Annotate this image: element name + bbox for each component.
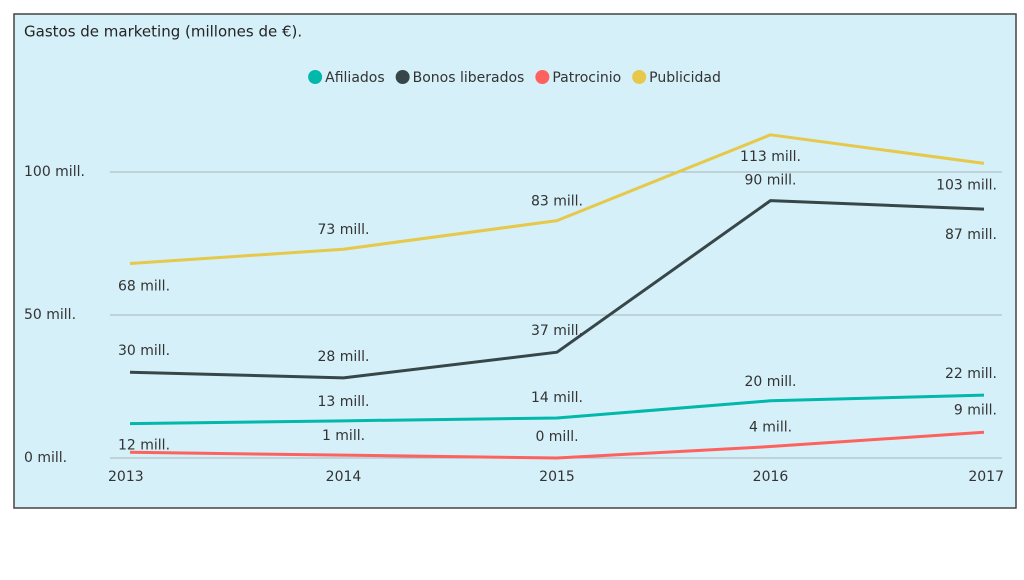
legend-label: Publicidad bbox=[649, 70, 721, 86]
data-label: 37 mill. bbox=[531, 323, 583, 339]
y-tick-label: 100 mill. bbox=[24, 164, 85, 180]
x-tick-label: 2017 bbox=[968, 469, 1004, 485]
data-label: 113 mill. bbox=[740, 149, 801, 165]
legend-label: Bonos liberados bbox=[413, 70, 525, 86]
legend-marker bbox=[308, 70, 323, 84]
data-label: 83 mill. bbox=[531, 194, 583, 210]
x-tick-label: 2015 bbox=[539, 469, 575, 485]
legend-item: Publicidad bbox=[632, 70, 721, 86]
legend-marker bbox=[395, 70, 410, 84]
legend-item: Bonos liberados bbox=[395, 70, 525, 86]
line bbox=[129, 199, 985, 380]
data-label: 1 mill. bbox=[322, 428, 365, 444]
legend-label: Patrocinio bbox=[552, 70, 621, 86]
data-label: 28 mill. bbox=[317, 349, 369, 365]
legend-item: Patrocinio bbox=[535, 70, 621, 86]
data-label: 30 mill. bbox=[118, 343, 170, 359]
y-tick-label: 0 mill. bbox=[24, 450, 67, 466]
data-label: 22 mill. bbox=[945, 366, 997, 382]
chart-title: Gastos de marketing (millones de €). bbox=[24, 23, 302, 41]
y-tick-label: 50 mill. bbox=[24, 307, 76, 323]
data-label: 9 mill. bbox=[954, 402, 997, 418]
data-label: 14 mill. bbox=[531, 390, 583, 406]
data-label: 4 mill. bbox=[749, 420, 792, 436]
legend-label: Afiliados bbox=[325, 70, 385, 86]
data-label: 87 mill. bbox=[945, 227, 997, 243]
line bbox=[129, 133, 985, 266]
data-label: 90 mill. bbox=[744, 173, 796, 189]
line bbox=[129, 430, 985, 460]
legend-marker bbox=[632, 70, 647, 84]
data-label: 13 mill. bbox=[317, 394, 369, 410]
data-label: 68 mill. bbox=[118, 279, 170, 295]
data-label: 20 mill. bbox=[744, 374, 796, 390]
data-label: 73 mill. bbox=[317, 222, 369, 238]
x-tick-label: 2016 bbox=[753, 469, 789, 485]
line bbox=[129, 393, 985, 426]
legend-marker bbox=[535, 70, 550, 84]
data-label: 12 mill. bbox=[118, 438, 170, 454]
data-label: 103 mill. bbox=[936, 177, 997, 193]
x-tick-label: 2014 bbox=[326, 469, 362, 485]
legend-item: Afiliados bbox=[308, 70, 385, 86]
x-tick-label: 2013 bbox=[108, 469, 144, 485]
data-label: 0 mill. bbox=[535, 429, 578, 445]
